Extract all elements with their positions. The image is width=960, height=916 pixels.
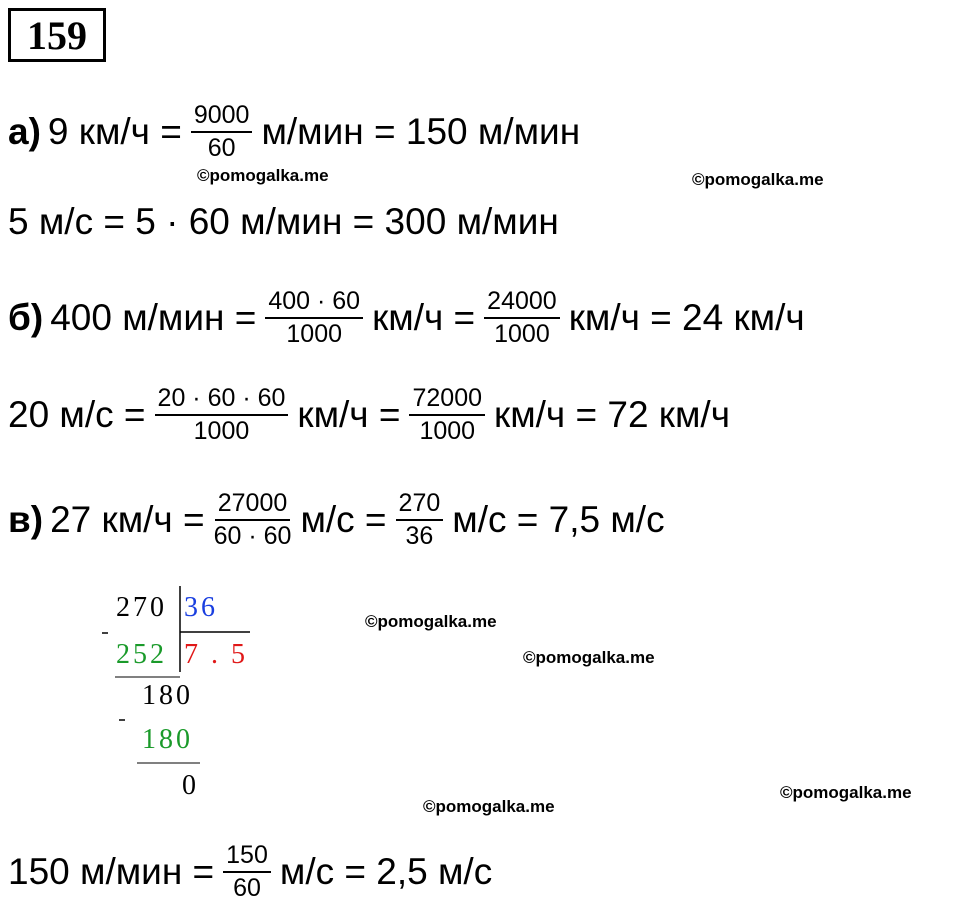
label: в): [8, 499, 44, 540]
text: м/с = 2,5 м/с: [279, 851, 493, 892]
remainder: 180: [142, 680, 193, 711]
problem-number: 159: [8, 8, 106, 62]
numerator: 270: [395, 488, 444, 521]
fraction: 72000 1000: [409, 383, 486, 447]
text: м/с = 7,5 м/с: [452, 499, 665, 540]
line-final: 150 м/мин = 150 60 м/с = 2,5 м/с: [8, 832, 492, 912]
line-c: в) 27 км/ч = 27000 60 · 60 м/с = 270 36 м/…: [8, 480, 665, 560]
line-a: а) 9 км/ч = 9000 60 м/мин = 150 м/мин: [8, 92, 580, 172]
text: 150 м/мин =: [8, 851, 215, 892]
line-b: б) 400 м/мин = 400 · 60 1000 км/ч = 24000…: [8, 278, 805, 358]
remainder: 0: [182, 770, 199, 801]
text: 9 км/ч =: [47, 111, 182, 152]
text: 20 м/с =: [8, 394, 146, 435]
denominator: 1000: [419, 417, 476, 445]
denominator: 1000: [494, 320, 550, 348]
line-a2: 5 м/с = 5 · 60 м/мин = 300 м/мин: [8, 182, 559, 262]
numerator: 24000: [484, 286, 560, 319]
subtrahend: 252: [116, 639, 167, 670]
line-b2: 20 м/с = 20 · 60 · 60 1000 км/ч = 72000 10…: [8, 375, 730, 455]
denominator: 1000: [286, 320, 343, 348]
watermark: ©pomogalka.me: [197, 166, 329, 185]
numerator: 9000: [190, 100, 253, 133]
watermark: ©pomogalka.me: [780, 783, 912, 802]
text: м/мин = 150 м/мин: [261, 111, 581, 152]
watermark: ©pomogalka.me: [692, 170, 824, 189]
fraction: 150 60: [223, 840, 271, 904]
fraction: 24000 1000: [484, 286, 560, 350]
text: 5 м/с = 5 · 60 м/мин = 300 м/мин: [8, 201, 559, 242]
text: км/ч = 72 км/ч: [494, 394, 730, 435]
denominator: 60: [207, 134, 236, 162]
watermark: ©pomogalka.me: [365, 612, 497, 631]
quotient: 7 . 5: [184, 639, 248, 670]
watermark: ©pomogalka.me: [523, 648, 655, 667]
label: а): [8, 111, 41, 152]
fraction: 20 · 60 · 60 1000: [154, 383, 289, 447]
denominator: 1000: [193, 417, 250, 445]
numerator: 20 · 60 · 60: [154, 383, 289, 416]
text: 27 км/ч =: [50, 499, 205, 540]
fraction: 9000 60: [190, 100, 253, 164]
fraction: 270 36: [395, 488, 444, 552]
text: км/ч =: [372, 297, 476, 338]
denominator: 36: [405, 522, 434, 550]
text: м/с =: [300, 499, 387, 540]
text: км/ч = 24 км/ч: [568, 297, 805, 338]
watermark: ©pomogalka.me: [423, 797, 555, 816]
numerator: 150: [223, 840, 271, 873]
fraction: 27000 60 · 60: [214, 488, 292, 552]
subtrahend: 180: [142, 724, 193, 755]
denominator: 60 · 60: [213, 522, 292, 550]
numerator: 27000: [214, 488, 291, 521]
denominator: 60: [233, 874, 261, 902]
numerator: 400 · 60: [265, 286, 364, 319]
dividend: 270: [116, 592, 167, 623]
text: км/ч =: [297, 394, 401, 435]
text: 400 м/мин =: [50, 297, 257, 338]
fraction: 400 · 60 1000: [265, 286, 364, 350]
divisor: 36: [184, 592, 218, 623]
numerator: 72000: [409, 383, 486, 416]
label: б): [8, 297, 44, 338]
